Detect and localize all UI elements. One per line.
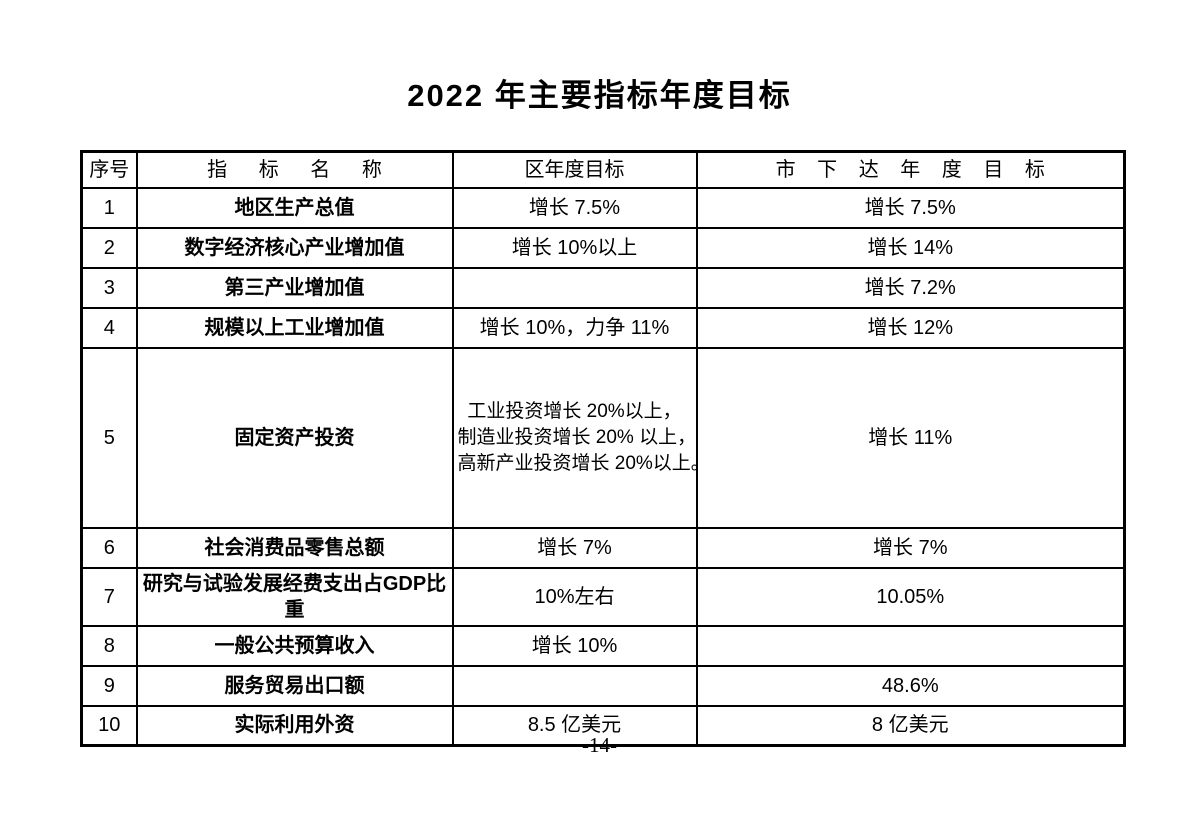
column-header-city-target: 市 下 达 年 度 目 标 bbox=[697, 152, 1125, 188]
cell-indicator-name: 固定资产投资 bbox=[137, 348, 453, 528]
table-body: 1地区生产总值增长 7.5%增长 7.5%2数字经济核心产业增加值增长 10%以… bbox=[82, 188, 1125, 746]
table-row: 7研究与试验发展经费支出占GDP比重10%左右10.05% bbox=[82, 568, 1125, 626]
cell-indicator-name: 服务贸易出口额 bbox=[137, 666, 453, 706]
cell-city-target bbox=[697, 626, 1125, 666]
page-title: 2022 年主要指标年度目标 bbox=[0, 0, 1199, 115]
cell-indicator-name: 数字经济核心产业增加值 bbox=[137, 228, 453, 268]
cell-district-target: 10%左右 bbox=[453, 568, 697, 626]
cell-city-target: 增长 7% bbox=[697, 528, 1125, 568]
table-row: 9服务贸易出口额 48.6% bbox=[82, 666, 1125, 706]
cell-city-target: 增长 14% bbox=[697, 228, 1125, 268]
cell-serial: 1 bbox=[82, 188, 137, 228]
cell-city-target: 增长 7.5% bbox=[697, 188, 1125, 228]
table-row: 6社会消费品零售总额增长 7%增长 7% bbox=[82, 528, 1125, 568]
cell-indicator-name: 研究与试验发展经费支出占GDP比重 bbox=[137, 568, 453, 626]
table-header: 序号 指 标 名 称 区年度目标 市 下 达 年 度 目 标 bbox=[82, 152, 1125, 188]
page-number: -14- bbox=[0, 733, 1199, 758]
column-header-serial: 序号 bbox=[82, 152, 137, 188]
cell-serial: 2 bbox=[82, 228, 137, 268]
cell-district-target: 增长 7% bbox=[453, 528, 697, 568]
cell-city-target: 增长 12% bbox=[697, 308, 1125, 348]
cell-city-target: 增长 7.2% bbox=[697, 268, 1125, 308]
cell-city-target: 增长 11% bbox=[697, 348, 1125, 528]
table-row: 2数字经济核心产业增加值增长 10%以上增长 14% bbox=[82, 228, 1125, 268]
cell-city-target: 48.6% bbox=[697, 666, 1125, 706]
table-row: 8一般公共预算收入增长 10% bbox=[82, 626, 1125, 666]
cell-indicator-name: 规模以上工业增加值 bbox=[137, 308, 453, 348]
table-row: 4规模以上工业增加值增长 10%，力争 11%增长 12% bbox=[82, 308, 1125, 348]
cell-serial: 9 bbox=[82, 666, 137, 706]
cell-district-target bbox=[453, 666, 697, 706]
district-target-line: 高新产业投资增长 20%以上。 bbox=[458, 451, 692, 477]
cell-indicator-name: 一般公共预算收入 bbox=[137, 626, 453, 666]
cell-district-target: 增长 10%以上 bbox=[453, 228, 697, 268]
cell-serial: 4 bbox=[82, 308, 137, 348]
cell-district-target: 工业投资增长 20%以上，制造业投资增长 20% 以上，高新产业投资增长 20%… bbox=[453, 348, 697, 528]
table-row: 3第三产业增加值 增长 7.2% bbox=[82, 268, 1125, 308]
targets-table: 序号 指 标 名 称 区年度目标 市 下 达 年 度 目 标 1地区生产总值增长… bbox=[80, 150, 1126, 747]
cell-indicator-name: 社会消费品零售总额 bbox=[137, 528, 453, 568]
cell-city-target: 10.05% bbox=[697, 568, 1125, 626]
cell-district-target: 增长 7.5% bbox=[453, 188, 697, 228]
cell-serial: 5 bbox=[82, 348, 137, 528]
document-page: 2022 年主要指标年度目标 序号 指 标 名 称 区年度目标 市 下 达 年 … bbox=[0, 0, 1199, 820]
cell-district-target: 增长 10%，力争 11% bbox=[453, 308, 697, 348]
cell-indicator-name: 地区生产总值 bbox=[137, 188, 453, 228]
table-row: 1地区生产总值增长 7.5%增长 7.5% bbox=[82, 188, 1125, 228]
cell-serial: 8 bbox=[82, 626, 137, 666]
header-row: 序号 指 标 名 称 区年度目标 市 下 达 年 度 目 标 bbox=[82, 152, 1125, 188]
column-header-district-target: 区年度目标 bbox=[453, 152, 697, 188]
column-header-indicator-name: 指 标 名 称 bbox=[137, 152, 453, 188]
cell-district-target bbox=[453, 268, 697, 308]
district-target-line: 制造业投资增长 20% 以上， bbox=[458, 425, 692, 451]
cell-serial: 7 bbox=[82, 568, 137, 626]
cell-serial: 6 bbox=[82, 528, 137, 568]
table-row: 5固定资产投资工业投资增长 20%以上，制造业投资增长 20% 以上，高新产业投… bbox=[82, 348, 1125, 528]
cell-serial: 3 bbox=[82, 268, 137, 308]
cell-indicator-name: 第三产业增加值 bbox=[137, 268, 453, 308]
district-target-line: 工业投资增长 20%以上， bbox=[458, 399, 692, 425]
cell-district-target: 增长 10% bbox=[453, 626, 697, 666]
